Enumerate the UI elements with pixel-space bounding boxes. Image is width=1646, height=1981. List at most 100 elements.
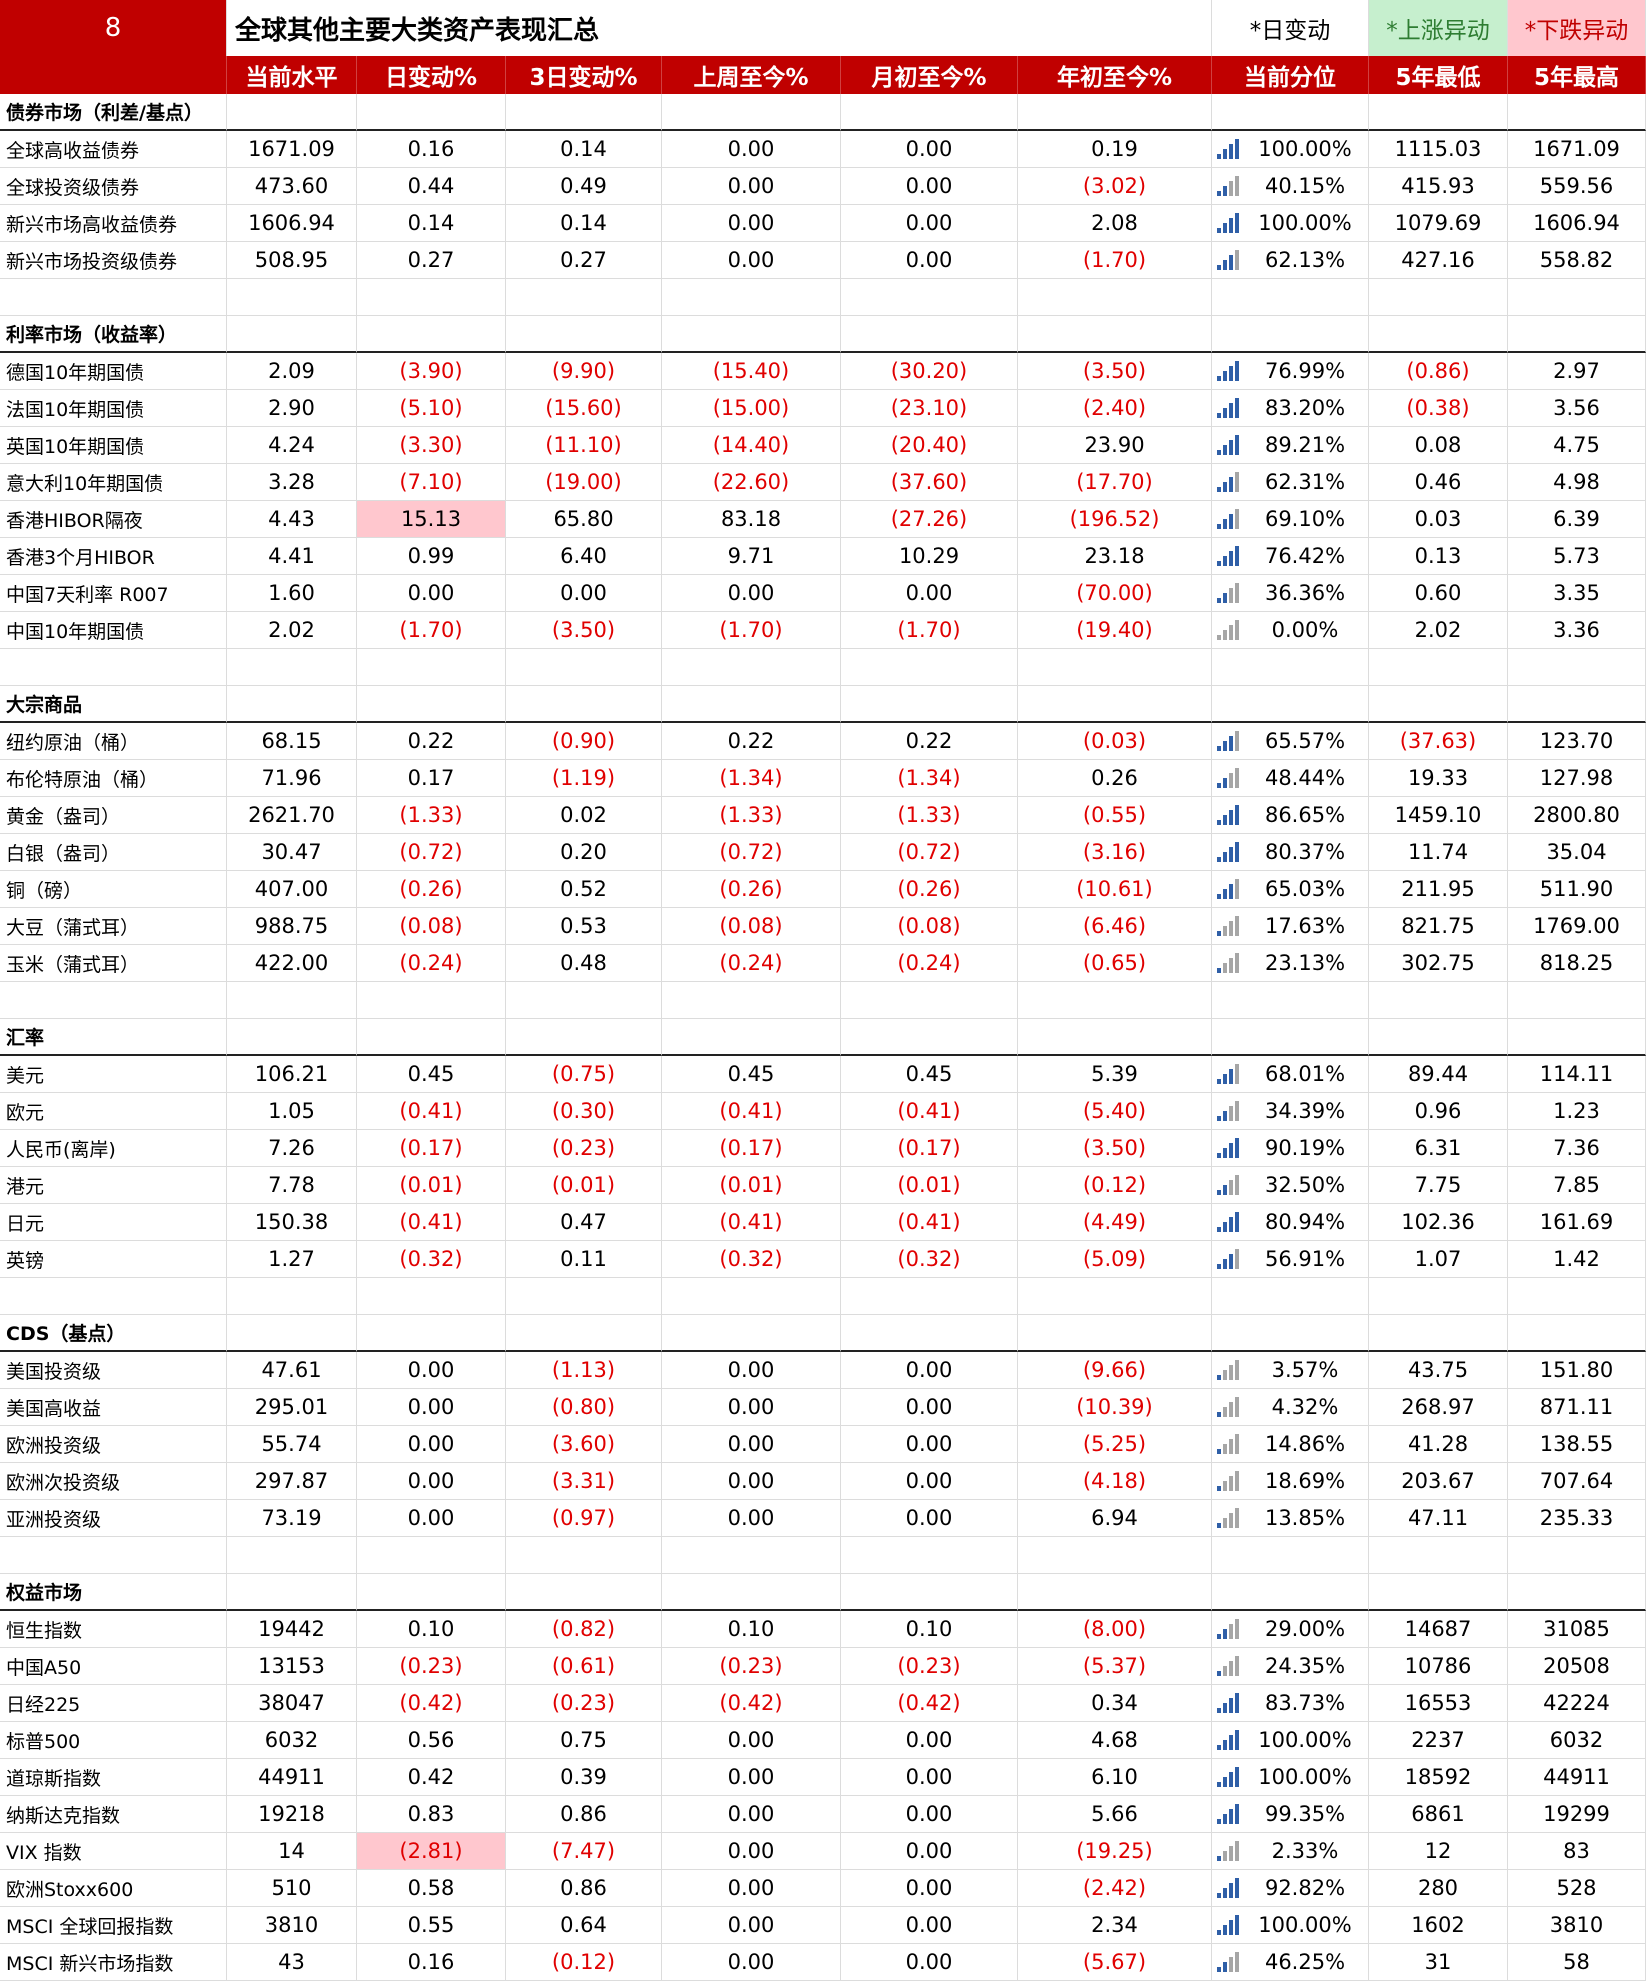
icon-bar	[1229, 1772, 1233, 1787]
value-cell: 30.47	[227, 834, 357, 871]
value-cell: 6032	[1508, 1722, 1646, 1759]
value-cell: 511.90	[1508, 871, 1646, 908]
icon-bar	[1217, 1227, 1221, 1232]
value-cell: (0.41)	[841, 1093, 1018, 1130]
row-name: 欧洲Stoxx600	[0, 1870, 227, 1907]
empty-cell	[227, 1278, 357, 1315]
icon-bar	[1217, 561, 1221, 566]
empty-cell	[1212, 686, 1369, 723]
value-cell: (23.10)	[841, 390, 1018, 427]
header-row: 8 全球其他主要大类资产表现汇总 *日变动 *上涨异动 *下跌异动	[0, 0, 1646, 56]
value-cell: 3.56	[1508, 390, 1646, 427]
percentile-icon	[1217, 1212, 1239, 1232]
row-name: 纳斯达克指数	[0, 1796, 227, 1833]
section-title: 利率市场（收益率）	[0, 316, 227, 353]
value-cell: (0.86)	[1369, 353, 1508, 390]
report-title: 全球其他主要大类资产表现汇总	[227, 0, 1212, 56]
value-cell: 1606.94	[1508, 205, 1646, 242]
row-name: 英国10年期国债	[0, 427, 227, 464]
value-cell: 203.67	[1369, 1463, 1508, 1500]
data-row: MSCI 新兴市场指数 43 0.16 (0.12) 0.00 0.00 (5.67) 46.…	[0, 1944, 1646, 1981]
value-cell: (0.01)	[357, 1167, 506, 1204]
empty-cell	[357, 1537, 506, 1574]
icon-bar	[1217, 1634, 1221, 1639]
value-cell: (11.10)	[506, 427, 662, 464]
row-name: 美元	[0, 1056, 227, 1093]
section-row: 大宗商品	[0, 686, 1646, 723]
value-cell: (5.40)	[1018, 1093, 1212, 1130]
icon-bar	[1217, 376, 1221, 381]
value-cell: 71.96	[227, 760, 357, 797]
icon-bar	[1229, 1143, 1233, 1158]
value-cell: 65.80	[506, 501, 662, 538]
value-cell: (3.16)	[1018, 834, 1212, 871]
value-cell: 0.00	[357, 1389, 506, 1426]
value-cell: (10.61)	[1018, 871, 1212, 908]
value-cell: 280	[1369, 1870, 1508, 1907]
percentile-icon	[1217, 1508, 1239, 1528]
value-cell: 19.33	[1369, 760, 1508, 797]
icon-bar	[1235, 1730, 1239, 1750]
icon-bar	[1223, 741, 1227, 751]
empty-cell	[1369, 279, 1508, 316]
empty-cell	[662, 1537, 841, 1574]
value-cell: 0.00	[841, 1833, 1018, 1870]
value-cell: 43	[227, 1944, 357, 1981]
value-cell: 0.00	[841, 575, 1018, 612]
value-cell: (0.32)	[662, 1241, 841, 1278]
section-title: 汇率	[0, 1019, 227, 1056]
icon-bar	[1229, 477, 1233, 492]
value-cell: 16553	[1369, 1685, 1508, 1722]
icon-bar	[1217, 1486, 1221, 1491]
percentile-value: 14.86%	[1264, 1432, 1346, 1456]
percentile-cell: 23.13%	[1212, 945, 1369, 982]
report-number: 8	[0, 0, 227, 56]
percentile-value: 40.15%	[1264, 174, 1346, 198]
icon-bar	[1229, 1698, 1233, 1713]
value-cell: 0.27	[506, 242, 662, 279]
empty-cell	[1018, 94, 1212, 131]
icon-bar	[1223, 260, 1227, 270]
value-cell: 0.00	[841, 131, 1018, 168]
value-cell: 295.01	[227, 1389, 357, 1426]
icon-bar	[1217, 524, 1221, 529]
value-cell: 1115.03	[1369, 131, 1508, 168]
value-cell: (0.80)	[506, 1389, 662, 1426]
value-cell: (1.33)	[841, 797, 1018, 834]
value-cell: 0.00	[357, 1463, 506, 1500]
row-name: 中国10年期国债	[0, 612, 227, 649]
value-cell: (19.25)	[1018, 1833, 1212, 1870]
icon-bar	[1217, 783, 1221, 788]
percentile-icon	[1217, 176, 1239, 196]
empty-cell	[506, 1315, 662, 1352]
value-cell: 0.86	[506, 1870, 662, 1907]
percentile-cell: 2.33%	[1212, 1833, 1369, 1870]
percentile-icon	[1217, 250, 1239, 270]
row-name: MSCI 全球回报指数	[0, 1907, 227, 1944]
value-cell: 6.10	[1018, 1759, 1212, 1796]
value-cell: 4.43	[227, 501, 357, 538]
empty-cell	[357, 686, 506, 723]
icon-bar	[1229, 1957, 1233, 1972]
value-cell: 4.75	[1508, 427, 1646, 464]
value-cell: 19442	[227, 1611, 357, 1648]
icon-bar	[1217, 450, 1221, 455]
value-cell: (9.66)	[1018, 1352, 1212, 1389]
value-cell: 2.90	[227, 390, 357, 427]
icon-bar	[1223, 1481, 1227, 1491]
value-cell: 0.14	[506, 205, 662, 242]
percentile-icon	[1217, 879, 1239, 899]
empty-cell	[1508, 1315, 1646, 1352]
row-name: 亚洲投资级	[0, 1500, 227, 1537]
data-row: MSCI 全球回报指数 3810 0.55 0.64 0.00 0.00 2.34 100.0…	[0, 1907, 1646, 1944]
empty-cell	[1508, 982, 1646, 1019]
data-row: 香港HIBOR隔夜 4.43 15.13 65.80 83.18 (27.26) (196.…	[0, 501, 1646, 538]
value-cell: (70.00)	[1018, 575, 1212, 612]
percentile-icon	[1217, 842, 1239, 862]
value-cell: 0.22	[662, 723, 841, 760]
data-row: 美元 106.21 0.45 (0.75) 0.45 0.45 5.39 68.01% 89.4…	[0, 1056, 1646, 1093]
empty-cell	[662, 1278, 841, 1315]
value-cell: (0.72)	[841, 834, 1018, 871]
value-cell: 12	[1369, 1833, 1508, 1870]
